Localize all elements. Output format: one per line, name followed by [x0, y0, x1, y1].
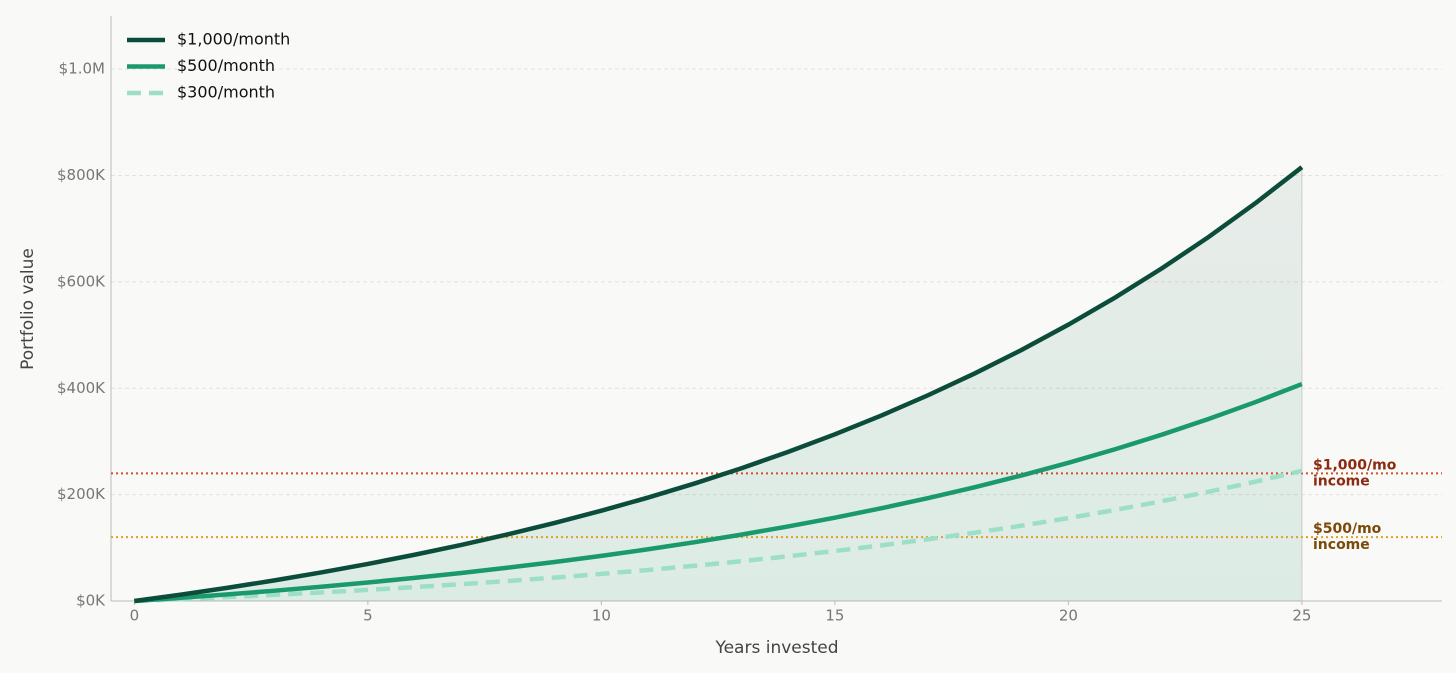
- series-line: [134, 381, 1303, 604]
- legend-label: $300/month: [177, 83, 275, 102]
- reference-label: $1,000/mo: [1313, 457, 1397, 473]
- x-axis-label: Years invested: [714, 638, 838, 658]
- y-tick-label: $200K: [57, 485, 106, 503]
- y-tick-label: $400K: [57, 379, 106, 397]
- area-fill: [134, 167, 1302, 601]
- x-tick-label: 5: [363, 607, 373, 625]
- reference-label: income: [1313, 473, 1370, 489]
- x-tick-label: 15: [825, 607, 844, 625]
- legend-label: $500/month: [177, 56, 275, 75]
- legend-label: $1,000/month: [177, 30, 290, 49]
- x-tick-label: 0: [130, 607, 140, 625]
- x-tick-label: 20: [1059, 607, 1078, 625]
- series-line: [134, 165, 1304, 604]
- reference-label: $500/mo: [1313, 521, 1382, 537]
- y-tick-label: $800K: [57, 166, 106, 184]
- x-tick-label: 25: [1292, 607, 1311, 625]
- reference-label: income: [1313, 537, 1370, 553]
- series-line: [134, 468, 1303, 604]
- y-tick-label: $0K: [76, 592, 106, 610]
- y-tick-label: $1.0M: [59, 60, 105, 78]
- y-axis-label: Portfolio value: [18, 248, 38, 370]
- y-tick-label: $600K: [57, 272, 106, 290]
- x-tick-label: 10: [592, 607, 611, 625]
